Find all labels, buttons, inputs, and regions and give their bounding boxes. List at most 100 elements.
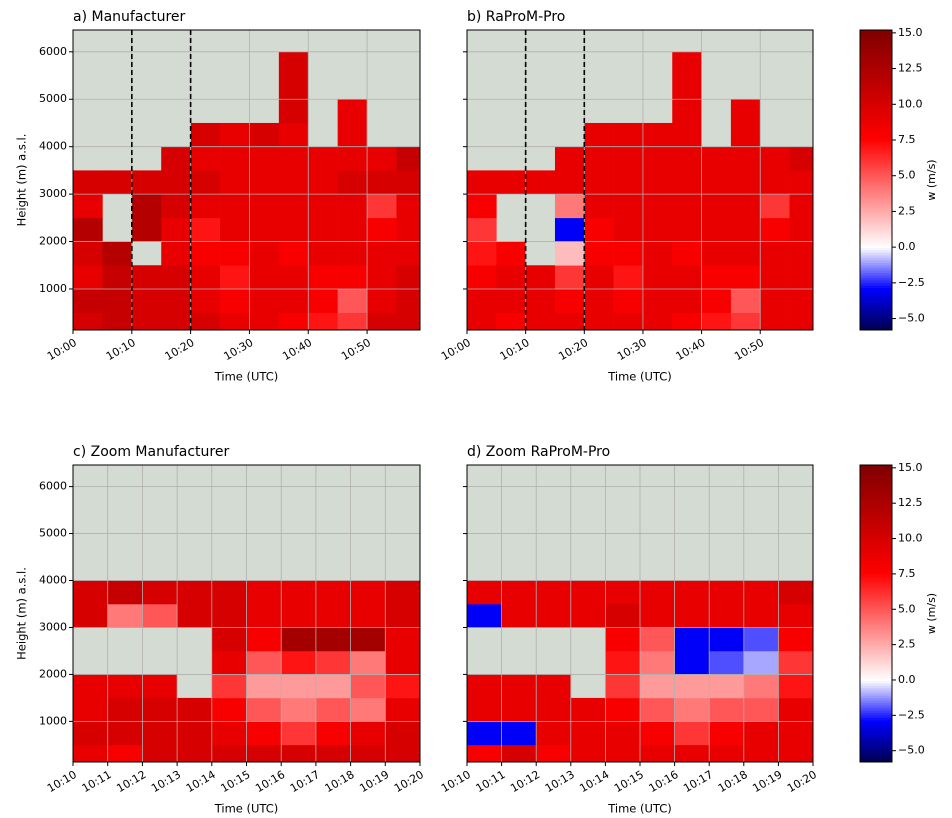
heatmap-cell [281, 674, 317, 699]
heatmap-cell [605, 674, 641, 699]
colorbar-segment [860, 52, 892, 56]
colorbar-segment [860, 571, 892, 575]
colorbar-frame [859, 464, 893, 763]
colorbar-segment [860, 267, 892, 271]
heatmap-cell [337, 146, 368, 171]
heatmap-cell [536, 603, 572, 628]
colorbar-segment [860, 170, 892, 173]
colorbar-segment [860, 125, 892, 128]
heatmap-cell [396, 265, 420, 290]
colorbar-segment [860, 57, 892, 61]
heatmap-cell [674, 697, 710, 722]
heatmap-cell [249, 170, 280, 195]
heatmap-cell [674, 650, 710, 675]
heatmap-cell [743, 674, 779, 699]
heatmap-cell [220, 265, 250, 290]
heatmap-cell [308, 170, 338, 195]
heatmap-cell [760, 194, 790, 219]
x-tick-label: 10:20 [392, 768, 426, 795]
heatmap-cell [278, 241, 309, 266]
heatmap-cell [467, 744, 502, 762]
colorbar-segment [860, 759, 892, 763]
heatmap-cell [674, 721, 710, 746]
x-tick-label: 10:11 [474, 768, 508, 795]
heatmap-cell [701, 170, 732, 195]
colorbar-segment [860, 559, 892, 563]
colorbar-segment [860, 504, 892, 508]
heatmap-cell [613, 146, 644, 171]
heatmap-cell [584, 241, 614, 266]
colorbar-segment [860, 465, 892, 468]
colorbar-segment [860, 541, 892, 545]
x-tick-label: 10:40 [280, 336, 314, 363]
colorbar-segment [860, 482, 892, 486]
colorbar-segment [860, 643, 892, 647]
colorbar-segment [860, 142, 892, 146]
heatmap-cell [613, 217, 644, 242]
colorbar-segment [860, 87, 892, 91]
colorbar-segment [860, 112, 892, 116]
colorbar-segment [860, 247, 892, 251]
heatmap-cell [73, 312, 103, 330]
colorbar-segment [860, 47, 892, 51]
heatmap-cell [642, 265, 673, 290]
heatmap-cell [278, 99, 309, 124]
x-tick-label: 10:30 [221, 336, 255, 363]
colorbar-segment [860, 578, 892, 582]
colorbar-segment [860, 130, 892, 133]
heatmap-cell [743, 650, 779, 675]
heatmap-cell [131, 312, 162, 330]
heatmap-cell [760, 146, 790, 171]
colorbar-segment [860, 242, 892, 246]
colorbar-segment [860, 521, 892, 525]
heatmap-cell [249, 194, 280, 219]
colorbar-segment [860, 230, 892, 233]
heatmap-cell [789, 194, 813, 219]
heatmap-cell [220, 122, 250, 147]
colorbar-segment [860, 215, 892, 218]
y-tick-label: 6000 [39, 480, 67, 493]
heatmap-cell [161, 241, 191, 266]
colorbar-segment [860, 132, 892, 136]
heatmap-cell [467, 603, 502, 628]
x-axis-label: Time (UTC) [607, 802, 672, 816]
colorbar-segment [860, 724, 892, 728]
heatmap-cell [177, 744, 213, 762]
heatmap-cell [570, 744, 606, 762]
colorbar-segment [860, 187, 892, 191]
colorbar-segment [860, 197, 892, 201]
heatmap-cell [281, 744, 317, 762]
colorbar-segment [860, 40, 892, 43]
heatmap-cell [350, 744, 386, 762]
colorbar-segment [860, 702, 892, 706]
colorbar-segment [860, 717, 892, 721]
colorbar-segment [860, 312, 892, 316]
heatmap-cell [501, 603, 537, 628]
colorbar-segment [860, 472, 892, 476]
heatmap-cell [350, 580, 386, 605]
colorbar-segment [860, 152, 892, 156]
heatmap-cell [584, 170, 614, 195]
heatmap-cell [778, 603, 813, 628]
heatmap-cell [350, 697, 386, 722]
colorbar-segment [860, 494, 892, 498]
heatmap-cell [367, 241, 397, 266]
colorbar-segment [860, 687, 892, 691]
heatmap-cell [337, 288, 368, 313]
heatmap-cell [107, 674, 143, 699]
colorbar-segment [860, 162, 892, 166]
colorbar-segment [860, 117, 892, 121]
x-tick-label: 10:18 [716, 768, 750, 795]
heatmap-cell [467, 170, 497, 195]
heatmap-cell [536, 674, 572, 699]
colorbar-segment [860, 157, 892, 161]
cells [467, 51, 813, 330]
heatmap-cell [73, 603, 108, 628]
heatmap-cell [73, 674, 108, 699]
heatmap-cell [640, 627, 675, 652]
heatmap-cell [367, 146, 397, 171]
colorbar-segment [860, 202, 892, 206]
heatmap-cell [709, 674, 745, 699]
x-tick-label: 10:10 [45, 768, 79, 795]
